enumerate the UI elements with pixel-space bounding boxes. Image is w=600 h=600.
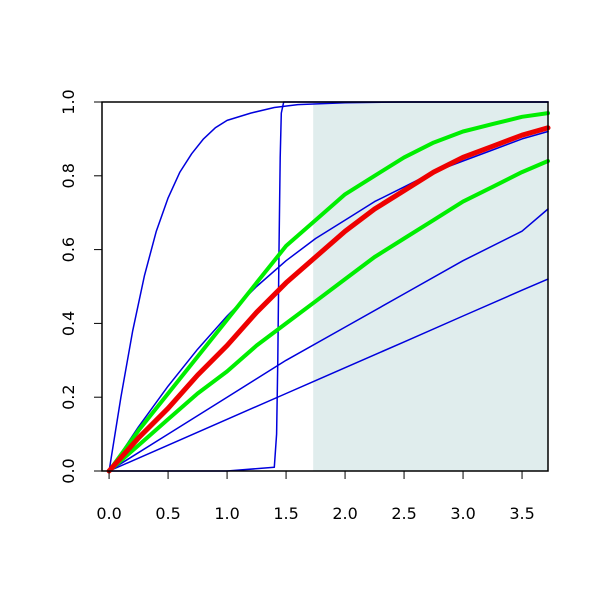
series-line-8 (106, 125, 551, 474)
y-tick-label: 0.4 (59, 311, 78, 336)
x-tick-label: 2.0 (332, 504, 357, 523)
x-tick-label: 1.0 (214, 504, 239, 523)
y-tick-label: 0.2 (59, 384, 78, 409)
x-tick-label: 3.5 (509, 504, 534, 523)
x-tick-label: 2.5 (391, 504, 416, 523)
series-line-6 (107, 111, 550, 473)
x-axis: 0.0 0.5 1.0 1.5 2.0 2.5 3.0 3.5 (96, 471, 535, 523)
shaded-region-layer (313, 102, 548, 471)
series-line-5 (108, 278, 549, 472)
series-line-4 (108, 208, 549, 472)
shaded-region (313, 102, 548, 471)
y-tick-label: 0.6 (59, 237, 78, 262)
plot-frame (101, 101, 549, 472)
x-tick-label: 0.0 (96, 504, 121, 523)
series-line-7 (107, 159, 550, 473)
x-tick-label: 1.5 (273, 504, 298, 523)
x-tick-label: 0.5 (155, 504, 180, 523)
series-layer (106, 101, 551, 474)
y-axis: 0.0 0.2 0.4 0.6 0.8 1.0 (59, 89, 102, 484)
y-tick-label: 0.0 (59, 458, 78, 483)
x-tick-label: 3.0 (450, 504, 475, 523)
y-tick-label: 0.8 (59, 163, 78, 188)
y-tick-label: 1.0 (59, 89, 78, 114)
series-line-3 (108, 130, 549, 472)
